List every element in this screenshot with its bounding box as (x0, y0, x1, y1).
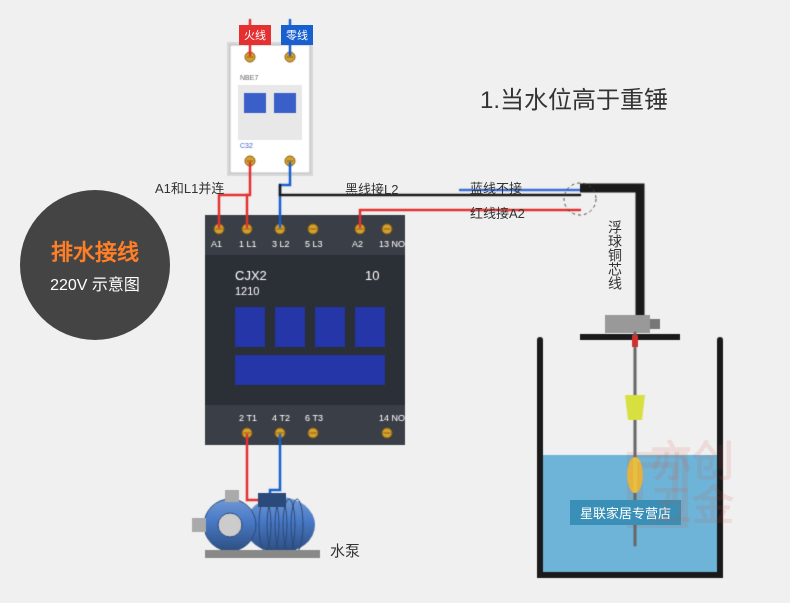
diagram-badge: 排水接线 220V 示意图 (20, 190, 170, 340)
badge-line2: 220V 示意图 (50, 271, 140, 295)
neutral-wire-label: 零线 (281, 25, 313, 45)
diagram-title: 1.当水位高于重锤 (480, 80, 668, 115)
annotation-blue: 蓝线不接 (470, 178, 522, 197)
annotation-a1l1: A1和L1并连 (155, 178, 224, 197)
live-wire-label: 火线 (239, 25, 271, 45)
annotation-red: 红线接A2 (470, 203, 525, 222)
annotation-float-cable: 浮球铜芯线 (605, 220, 625, 290)
annotation-pump: 水泵 (330, 540, 360, 561)
annotation-black: 黑线接L2 (345, 179, 398, 198)
badge-line1: 排水接线 (51, 235, 139, 267)
tank-shop-label: 星联家居专营店 (570, 500, 681, 525)
